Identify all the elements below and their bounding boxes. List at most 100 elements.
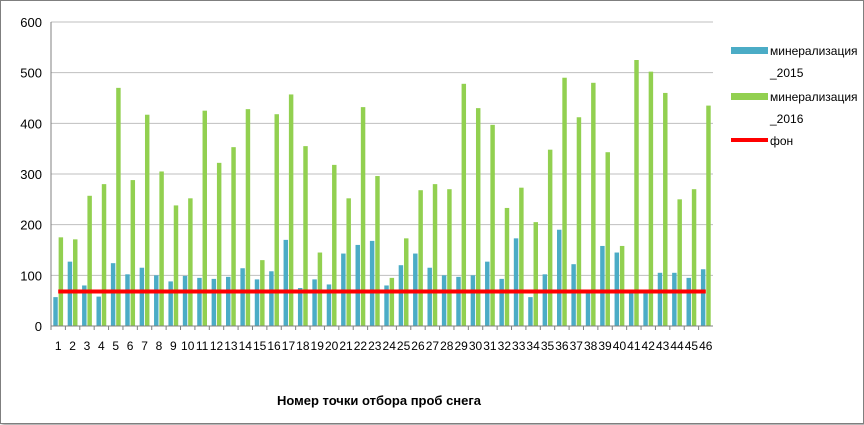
bar-2016-6 (130, 180, 136, 326)
bar-2015-4 (96, 296, 101, 326)
bar-2015-15 (254, 279, 260, 326)
bar-2016-23 (375, 176, 380, 326)
x-tick-label: 33 (512, 339, 526, 353)
bar-2015-7 (139, 267, 145, 326)
y-tick-label: 600 (20, 15, 42, 30)
bar-2016-40 (619, 245, 625, 326)
bar-2016-42 (648, 71, 654, 327)
x-tick-label: 17 (282, 339, 296, 353)
legend-swatch-2015 (731, 47, 768, 54)
bar-2015-43 (657, 272, 663, 326)
x-tick-label: 14 (239, 339, 253, 353)
bar-2016-31 (490, 124, 495, 326)
bar-2015-25 (398, 265, 404, 326)
bar-2016-43 (663, 92, 668, 327)
x-tick-label: 5 (112, 339, 119, 353)
bar-2016-22 (360, 107, 366, 327)
x-tick-label: 43 (656, 339, 670, 353)
x-tick-label: 10 (181, 339, 195, 353)
y-tick-label: 500 (20, 66, 42, 81)
bar-2015-23 (369, 240, 375, 326)
bar-2015-2 (67, 261, 73, 326)
x-tick-label: 11 (196, 339, 209, 353)
bar-2015-11 (197, 277, 202, 326)
bar-2016-32 (504, 207, 510, 326)
bar-2015-40 (614, 252, 620, 326)
legend-swatch-2016 (731, 93, 768, 100)
bar-2015-29 (456, 276, 461, 326)
bar-2015-46 (700, 269, 706, 326)
bar-2015-44 (672, 272, 677, 326)
legend: минерализация _2015 минерализация _2016 … (731, 44, 858, 148)
bar-2015-6 (125, 274, 130, 326)
bar-2016-36 (562, 77, 567, 326)
bar-2016-13 (231, 147, 236, 326)
x-tick-label: 25 (397, 339, 411, 353)
x-tick-label: 34 (526, 339, 540, 353)
x-tick-label: 46 (699, 339, 713, 353)
x-tick-label: 16 (267, 339, 281, 353)
x-tick-label: 8 (156, 339, 163, 353)
bar-2016-38 (591, 82, 596, 326)
bar-2016-27 (432, 184, 438, 326)
bar-2016-29 (461, 83, 467, 326)
x-tick-label: 9 (170, 339, 177, 353)
x-tick-label: 26 (411, 339, 425, 353)
bar-2016-20 (332, 164, 337, 326)
x-tick-label: 31 (483, 339, 497, 353)
bar-2015-12 (211, 278, 217, 326)
bar-2016-7 (144, 114, 150, 326)
x-tick-label: 32 (498, 339, 512, 353)
x-tick-label: 36 (555, 339, 569, 353)
bar-2016-33 (519, 187, 524, 326)
bar-2016-39 (605, 152, 610, 326)
bar-2016-46 (706, 105, 711, 326)
bar-2016-35 (547, 149, 553, 326)
x-tick-label: 2 (69, 339, 76, 353)
bar-2015-28 (441, 275, 447, 326)
bar-2016-26 (418, 190, 423, 326)
legend-label-2015-line2: _2015 (769, 66, 804, 80)
x-tick-label: 6 (127, 339, 134, 353)
y-tick-label: 300 (20, 167, 42, 182)
x-tick-label: 45 (685, 339, 699, 353)
bar-2016-28 (447, 189, 452, 326)
x-tick-label: 37 (570, 339, 584, 353)
bar-2015-18 (297, 288, 303, 326)
bar-2015-3 (82, 285, 87, 326)
bars (53, 60, 711, 327)
x-tick-label: 40 (613, 339, 627, 353)
bar-2016-1 (58, 237, 64, 326)
bar-2016-9 (173, 205, 179, 326)
bar-2015-16 (269, 271, 274, 326)
bar-2016-30 (475, 108, 481, 326)
bar-2016-5 (116, 87, 121, 327)
bar-2015-14 (240, 268, 245, 326)
bar-2015-37 (571, 264, 576, 326)
bar-2015-41 (628, 289, 634, 326)
x-tick-label: 1 (55, 339, 62, 353)
bar-2015-39 (600, 245, 605, 326)
x-tick-label: 35 (541, 339, 555, 353)
bar-2015-20 (326, 284, 332, 326)
bar-2015-32 (499, 278, 504, 326)
x-tick-label: 44 (670, 339, 684, 353)
x-axis-title: Номер точки отбора проб снега (277, 393, 482, 408)
bar-2015-33 (513, 238, 519, 326)
bar-2015-42 (643, 290, 648, 326)
bar-2015-13 (226, 276, 231, 326)
bar-2015-36 (557, 229, 562, 326)
x-tick-label: 18 (296, 339, 310, 353)
bar-2016-14 (245, 109, 251, 327)
y-tick-labels: 0 100 200 300 400 500 600 (20, 15, 42, 334)
x-tick-label: 12 (210, 339, 224, 353)
bar-2015-27 (427, 267, 432, 326)
bar-2016-45 (691, 189, 697, 326)
x-tick-label: 13 (224, 339, 238, 353)
bar-2015-45 (686, 277, 691, 326)
x-tick-label: 30 (469, 339, 483, 353)
legend-label-2016-line2: _2016 (769, 112, 804, 126)
x-tick-label: 41 (627, 339, 641, 353)
